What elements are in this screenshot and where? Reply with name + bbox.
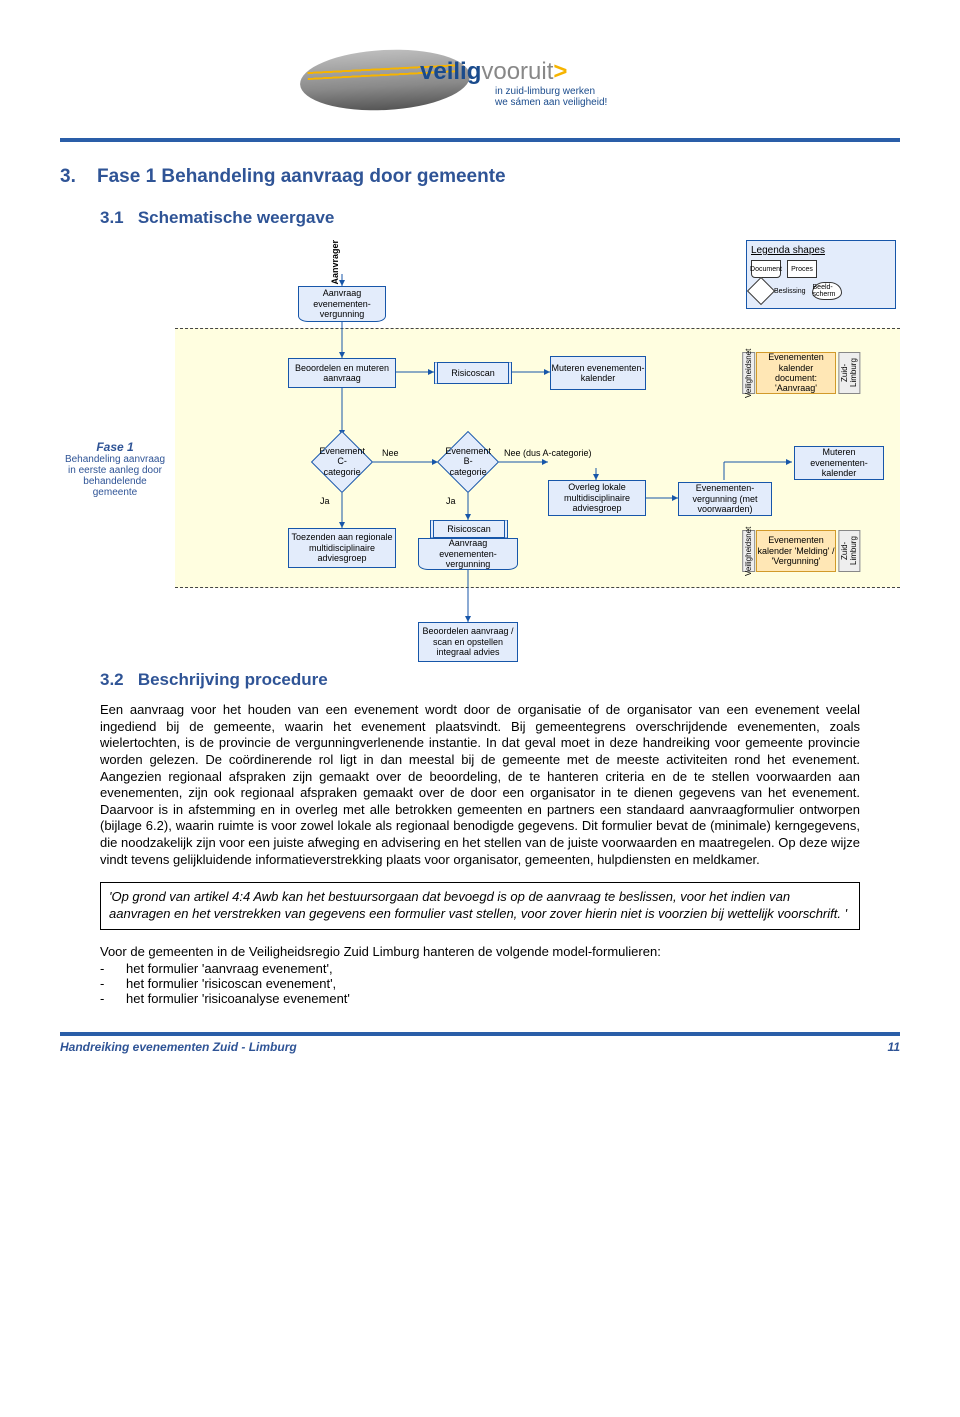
node-aanvraag-bottom: Aanvraag evenementen-vergunning [418,538,518,570]
legend-screen-icon: Beeld-scherm [812,282,842,300]
body-paragraph: Een aanvraag voor het houden van een eve… [100,702,860,868]
vlabel-vnet-1: Veiligheidsnet [742,352,755,394]
sub1-num: 3.1 [100,208,124,227]
vlabel-zl-1: Zuid-Limburg [838,352,860,394]
edge-nee-a: Nee (dus A-categorie) [504,448,592,458]
edge-ja-2: Ja [446,496,456,506]
logo-sub-2: we sámen aan veiligheid! [495,97,607,108]
subsection-heading-2: 3.2 Beschrijving procedure [100,670,900,690]
header: veiligvooruit> in zuid-limburg werken we… [60,40,900,130]
node-overleg: Overleg lokale multidisciplinaire advies… [548,480,646,516]
list-item-3: het formulier 'risicoanalyse evenement' [126,991,350,1006]
legend-title: Legenda shapes [751,245,891,256]
logo-word-2: vooruit [481,58,553,85]
sub2-title: Beschrijving procedure [138,670,328,689]
section-heading: 3. Fase 1 Behandeling aanvraag door geme… [60,166,900,188]
legend-process-icon: Proces [787,260,817,278]
legend: Legenda shapes Document Proces Beslissin… [746,240,896,309]
legend-decision-label: Beslissing [774,288,806,295]
logo-arrow: > [553,58,567,85]
footer-left: Handreiking evenementen Zuid - Limburg [60,1040,297,1054]
legend-document-icon: Document [751,260,781,278]
node-aanvraag-top: Aanvraag evenementen-vergunning [298,286,386,322]
subsection-heading-1: 3.1 Schematische weergave [100,208,900,228]
footer-page-number: 11 [888,1040,900,1054]
list-item-2: het formulier 'risicoscan evenement', [126,976,336,991]
node-muteren: Muteren evenementen-kalender [550,356,646,390]
vlabel-vnet-2: Veiligheidsnet [742,530,755,572]
header-rule [60,138,900,142]
node-toezenden: Toezenden aan regionale multidisciplinai… [288,528,396,568]
page: veiligvooruit> in zuid-limburg werken we… [0,0,960,1074]
vlabel-zl-2: Zuid-Limburg [838,530,860,572]
logo-subtitle: in zuid-limburg werken we sámen aan veil… [495,86,607,108]
edge-ja-1: Ja [320,496,330,506]
swimlane-label: Fase 1 Behandeling aanvraag in eerste aa… [60,440,170,498]
lane-desc: Behandeling aanvraag in eerste aanleg do… [60,454,170,498]
node-below: Beoordelen aanvraag / scan en opstellen … [418,622,518,662]
list-item: -het formulier 'risicoscan evenement', [100,976,860,991]
sub1-title: Schematische weergave [138,208,335,227]
node-risicoscan: Risicoscan [434,362,512,384]
logo-word-1: veilig [420,58,481,85]
sidebox-melding: Evenementen kalender 'Melding' / 'Vergun… [756,530,836,572]
logo: veiligvooruit> in zuid-limburg werken we… [300,40,660,130]
node-muteren2: Muteren evenementen-kalender [794,446,884,480]
footer: Handreiking evenementen Zuid - Limburg 1… [60,1032,900,1054]
form-list: Voor de gemeenten in de Veiligheidsregio… [100,944,860,1006]
list-item: -het formulier 'risicoanalyse evenement' [100,991,860,1006]
list-item: -het formulier 'aanvraag evenement', [100,961,860,976]
list-item-1: het formulier 'aanvraag evenement', [126,961,333,976]
node-beoordelen: Beoordelen en muteren aanvraag [288,358,396,388]
flowchart: Legenda shapes Document Proces Beslissin… [60,240,900,660]
list-intro: Voor de gemeenten in de Veiligheidsregio… [100,944,860,959]
node-evverg: Evenementen-vergunning (met voorwaarden) [678,482,772,516]
legend-decision-icon [747,277,775,305]
section-num: 3. [60,166,76,187]
logo-sub-1: in zuid-limburg werken [495,86,595,97]
sidebox-aanvraag: Evenementen kalender document: 'Aanvraag… [756,352,836,394]
sub2-num: 3.2 [100,670,124,689]
section-title: Fase 1 Behandeling aanvraag door gemeent… [97,166,506,187]
node-evb-label: Evenement B-categorie [445,446,491,477]
node-evc-label: Evenement C-categorie [319,446,365,477]
quote-box: 'Op grond van artikel 4:4 Awb kan het be… [100,882,860,929]
edge-nee-1: Nee [382,448,399,458]
node-risico-title: Risicoscan [430,520,508,538]
logo-text: veiligvooruit> [420,58,567,86]
actor-aanvrager: Aanvrager [330,240,340,285]
lane-title: Fase 1 [60,440,170,454]
